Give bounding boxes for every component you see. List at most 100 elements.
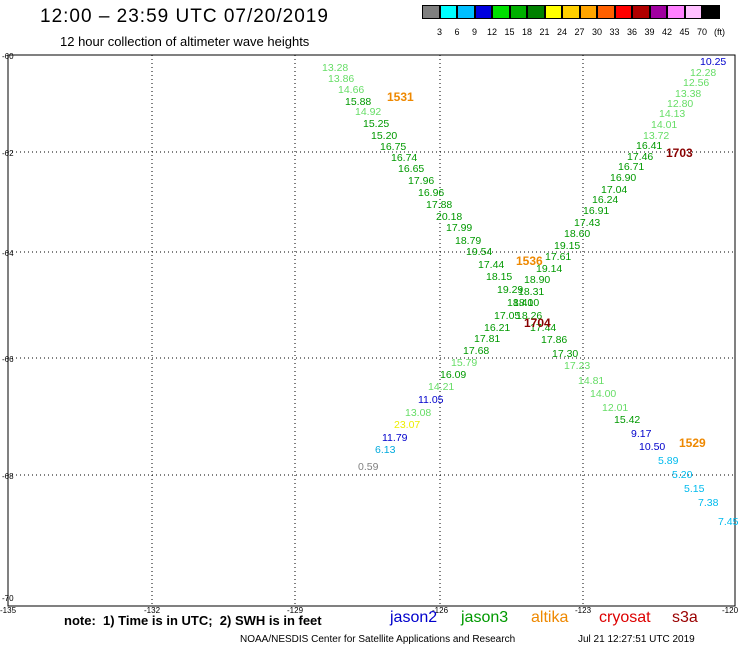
wave-height-value: 9.17 [631, 428, 652, 440]
wave-height-value: 17.44 [478, 259, 504, 271]
colorbar-swatch [474, 5, 492, 19]
colorbar-swatch [439, 5, 457, 19]
latitude-label: -60 [2, 52, 14, 61]
pass-time-label: 1531 [387, 90, 414, 104]
wave-height-value: 14.13 [659, 108, 685, 120]
latitude-label: -66 [2, 355, 14, 364]
wave-height-value: 18.40 [507, 297, 533, 309]
colorbar-swatch [562, 5, 580, 19]
colorbar-swatch [509, 5, 527, 19]
wave-height-value: 5.20 [672, 469, 693, 481]
wave-height-value: 17.43 [574, 217, 600, 229]
wave-height-value: 14.00 [590, 388, 616, 400]
wave-height-value: 11.79 [382, 432, 408, 444]
wave-height-value: 17.86 [541, 334, 567, 346]
wave-height-value: 16.21 [484, 322, 510, 334]
wave-height-value: 17.44 [530, 322, 556, 334]
colorbar-swatch [597, 5, 615, 19]
pass-time-label: 1536 [516, 254, 543, 268]
longitude-label: -126 [432, 606, 449, 615]
colorbar-label: 24 [556, 27, 567, 37]
pass-time-label: 1704 [524, 316, 551, 330]
wave-height-value: 18.79 [455, 235, 481, 247]
longitude-label: -135 [0, 606, 17, 615]
wave-height-value: 13.28 [322, 62, 348, 74]
footer-note: note: 1) Time is in UTC; 2) SWH is in fe… [64, 613, 322, 628]
latitude-label: -64 [2, 249, 14, 258]
colorbar-label: 70 [696, 27, 707, 37]
wave-height-value: 17.61 [545, 251, 571, 263]
latitude-label: -62 [2, 149, 14, 158]
wave-height-value: 15.20 [371, 130, 397, 142]
wave-height-value: 17.81 [474, 333, 500, 345]
wave-height-value: 16.75 [380, 141, 406, 153]
wave-height-value: 17.99 [446, 222, 472, 234]
wave-height-value: 19.14 [536, 263, 562, 275]
colorbar-swatch [667, 5, 685, 19]
wave-height-value: 15.42 [614, 414, 640, 426]
wave-height-value: 12.56 [683, 77, 709, 89]
satellite-legend-jason2: jason2 [390, 609, 438, 626]
pass-time-label: 1703 [666, 146, 693, 160]
wave-height-value: 12.01 [602, 402, 628, 414]
wave-height-value: 17.88 [426, 199, 452, 211]
wave-height-value: 6.13 [375, 444, 396, 456]
colorbar-swatch [702, 5, 720, 19]
wave-height-value: 17.96 [408, 175, 434, 187]
longitude-label: -123 [575, 606, 592, 615]
pass-time-labels: 1531 1703 1536 1704 1529 [387, 90, 706, 450]
axis-labels: -60 -62 -64 -66 -68 -70 -135 -132 -129 -126 -123 -1… [0, 52, 739, 615]
wave-height-value: 17.30 [552, 348, 578, 360]
wave-height-value: 16.65 [398, 163, 424, 175]
wave-height-value: 15.88 [345, 96, 371, 108]
colorbar-label: 39 [644, 27, 655, 37]
wave-height-value: 16.96 [418, 187, 444, 199]
colorbar-label: 9 [471, 27, 477, 37]
wave-height-value: 18.31 [518, 286, 544, 298]
colorbar-swatch [684, 5, 702, 19]
satellite-legend-altika: altika [531, 609, 569, 626]
wave-height-value: 10.50 [639, 441, 665, 453]
map-title: 12:00 – 23:59 UTC 07/20/2019 [40, 6, 329, 27]
wave-height-value: 11.05 [418, 394, 444, 406]
colorbar-label: 42 [661, 27, 672, 37]
wave-height-value: 17.68 [463, 345, 489, 357]
satellite-legend-cryosat: cryosat [599, 609, 651, 626]
satellite-legend-s3a: s3a [672, 609, 698, 626]
wave-height-value: 5.15 [684, 483, 705, 495]
colorbar-swatch [649, 5, 667, 19]
map-frame [7, 54, 736, 607]
wave-height-value: 17.05 [494, 310, 520, 322]
wave-height-value: 13.08 [405, 407, 431, 419]
wave-height-value: 15.25 [363, 118, 389, 130]
wave-height-value: 18.15 [486, 271, 512, 283]
wave-height-value: 13.72 [643, 130, 669, 142]
colorbar-label: 12 [486, 27, 497, 37]
colorbar-label: 45 [679, 27, 690, 37]
colorbar-label: 21 [539, 27, 550, 37]
wave-height-value: 15.79 [451, 357, 477, 369]
wave-height-value: 23.07 [394, 419, 420, 431]
colorbar-label: (ft) [714, 27, 725, 37]
colorbar-label: 27 [574, 27, 585, 37]
wave-height-value: 14.92 [355, 106, 381, 118]
wave-height-value: 16.74 [391, 152, 417, 164]
map-subtitle: 12 hour collection of altimeter wave hei… [60, 34, 310, 49]
colorbar-label: 30 [591, 27, 602, 37]
wave-height-value: 14.21 [428, 381, 454, 393]
colorbar-swatch [422, 5, 440, 19]
colorbar-label: 18 [521, 27, 532, 37]
colorbar-swatch [579, 5, 597, 19]
wave-height-value: 18.90 [524, 274, 550, 286]
wave-height-value: 18.26 [516, 310, 542, 322]
wave-height-value: 12.28 [690, 67, 716, 79]
colorbar-swatch [492, 5, 510, 19]
wave-height-value: 19.29 [497, 284, 523, 296]
satellite-legend-jason3: jason3 [461, 609, 509, 626]
colorbar-swatch [614, 5, 632, 19]
latitude-label: -70 [2, 594, 14, 603]
colorbar-label: 33 [609, 27, 620, 37]
wave-height-value: 16.09 [440, 369, 466, 381]
colorbar-swatch [457, 5, 475, 19]
